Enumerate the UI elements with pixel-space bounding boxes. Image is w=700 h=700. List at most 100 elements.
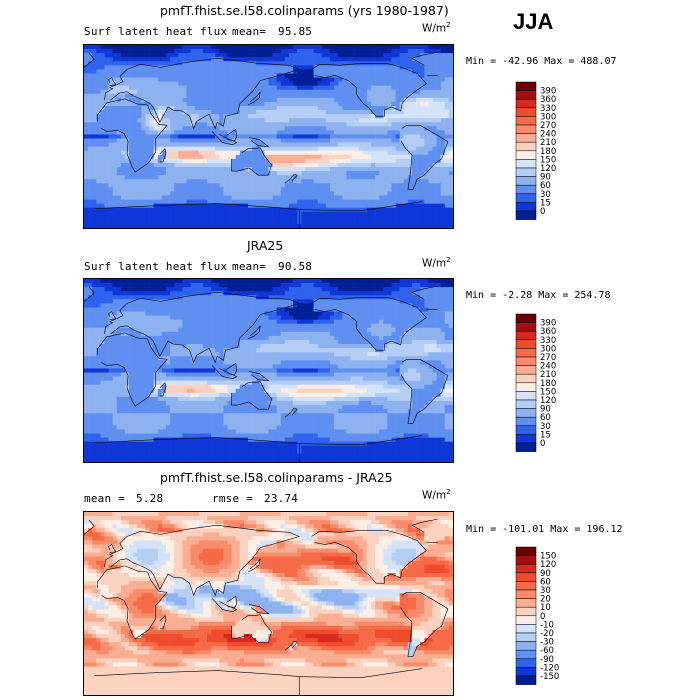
colorbar-swatch — [515, 615, 537, 625]
panel1-map — [83, 44, 454, 229]
colorbar-swatch — [515, 598, 537, 608]
colorbar-tick-label: 150 — [540, 552, 556, 562]
colorbar-tick-label: 390 — [540, 87, 556, 97]
colorbar-tick-label: -60 — [540, 646, 554, 656]
map-field-cells — [84, 279, 453, 462]
colorbar-tick-label: 30 — [540, 422, 551, 432]
colorbar-tick-label: 15 — [540, 198, 551, 208]
colorbar-swatch — [515, 210, 537, 220]
colorbar-swatch — [515, 572, 537, 582]
colorbar-swatch — [515, 391, 537, 401]
colorbar-swatch — [515, 184, 537, 195]
colorbar-swatch — [515, 632, 537, 642]
map-coastlines — [84, 285, 449, 462]
map-coastlines — [84, 518, 449, 695]
colorbar-tick-label: 30 — [540, 190, 551, 200]
panel3-map-svg — [84, 512, 453, 695]
colorbar-tick-label: 300 — [540, 112, 556, 122]
colorbar-swatch — [515, 416, 537, 427]
colorbar-tick-label: 90 — [540, 405, 551, 415]
panel2-variable-label: Surf latent heat flux — [84, 260, 228, 273]
colorbar-swatch — [515, 313, 537, 323]
colorbar-tick-label: 300 — [540, 344, 556, 354]
colorbar-tick-label: 360 — [540, 327, 556, 337]
map-coastlines — [84, 51, 449, 228]
colorbar-swatch — [515, 176, 537, 186]
colorbar-swatch — [515, 675, 537, 685]
panel2-map-svg — [84, 279, 453, 462]
colorbar-tick-label: -150 — [540, 672, 559, 682]
panel1-title: pmfT.fhist.se.l58.colinparams (yrs 1980-… — [160, 3, 449, 18]
colorbar-swatch — [515, 167, 537, 177]
colorbar-tick-label: 60 — [540, 181, 551, 191]
colorbar-tick-label: 90 — [540, 173, 551, 183]
colorbar-tick-label: 0 — [540, 439, 545, 449]
colorbar-tick-label: 90 — [540, 569, 551, 579]
colorbar-swatch — [515, 81, 537, 91]
panel3-mean-value: 5.28 — [136, 492, 164, 505]
colorbar-swatch — [515, 442, 537, 452]
panel1-variable-label: Surf latent heat flux — [84, 25, 228, 38]
colorbar-swatch — [515, 649, 537, 660]
panel2-title: JRA25 — [247, 238, 284, 253]
panel2-mean-label: mean= — [232, 260, 267, 273]
colorbar-swatch — [515, 202, 537, 212]
colorbar-tick-label: 240 — [540, 362, 556, 372]
colorbar-tick-label: 390 — [540, 319, 556, 329]
panel3-rmse-label: rmse = — [212, 492, 253, 505]
colorbar-tick-label: 330 — [540, 104, 556, 114]
colorbar-tick-label: -30 — [540, 638, 554, 648]
colorbar-swatch — [515, 365, 537, 375]
panel2-map — [83, 278, 454, 463]
colorbar-swatch — [515, 124, 537, 134]
panel3-minmax: Min = -101.01 Max = 196.12 — [466, 524, 623, 535]
colorbar-swatch — [515, 322, 537, 332]
colorbar-swatch — [515, 408, 537, 418]
colorbar-tick-label: 210 — [540, 370, 556, 380]
colorbar-tick-label: 20 — [540, 595, 551, 605]
colorbar-tick-label: 120 — [540, 560, 556, 570]
map-field-cells — [84, 512, 453, 695]
colorbar-swatch — [515, 107, 537, 117]
map-field-cells — [84, 45, 453, 228]
colorbar-tick-label: 30 — [540, 586, 551, 596]
panel1-colorbar: 390 360 330 300 270 240 210 180 150 120 90 60 30 15 0 — [515, 81, 576, 224]
colorbar-tick-label: 10 — [540, 603, 551, 613]
colorbar-swatch — [515, 98, 537, 109]
panel2-minmax: Min = -2.28 Max = 254.78 — [466, 290, 611, 301]
panel1-mean-label: mean= — [232, 25, 267, 38]
colorbar-tick-label: 270 — [540, 121, 556, 131]
colorbar-tick-label: 180 — [540, 147, 556, 157]
colorbar-tick-label: 150 — [540, 387, 556, 397]
panel3-rmse-value: 23.74 — [264, 492, 299, 505]
colorbar-tick-label: 0 — [540, 612, 545, 622]
colorbar-swatch — [515, 348, 537, 358]
colorbar-swatch — [515, 581, 537, 591]
panel1-units: W/m2 — [422, 21, 451, 35]
colorbar-tick-label: 15 — [540, 430, 551, 440]
colorbar-tick-label: 240 — [540, 130, 556, 140]
panel1-mean-value: 95.85 — [278, 25, 313, 38]
colorbar-swatch — [515, 667, 537, 677]
colorbar-swatch — [515, 150, 537, 160]
colorbar-tick-label: 0 — [540, 207, 545, 217]
colorbar-tick-label: 60 — [540, 413, 551, 423]
colorbar-swatch — [515, 563, 537, 574]
panel2-units: W/m2 — [422, 256, 451, 270]
colorbar-swatch — [515, 624, 537, 634]
colorbar-swatch — [515, 373, 537, 384]
colorbar-tick-label: -20 — [540, 629, 554, 639]
colorbar-tick-label: -10 — [540, 620, 554, 630]
panel3-map — [83, 511, 454, 696]
colorbar-swatch — [515, 555, 537, 565]
panel1-map-svg — [84, 45, 453, 228]
colorbar-tick-label: 60 — [540, 577, 551, 587]
colorbar-swatch — [515, 546, 537, 556]
colorbar-swatch — [515, 606, 537, 617]
colorbar-tick-label: 180 — [540, 379, 556, 389]
colorbar-tick-label: 120 — [540, 164, 556, 174]
panel3-units: W/m2 — [422, 488, 451, 502]
colorbar-swatch — [515, 193, 537, 203]
